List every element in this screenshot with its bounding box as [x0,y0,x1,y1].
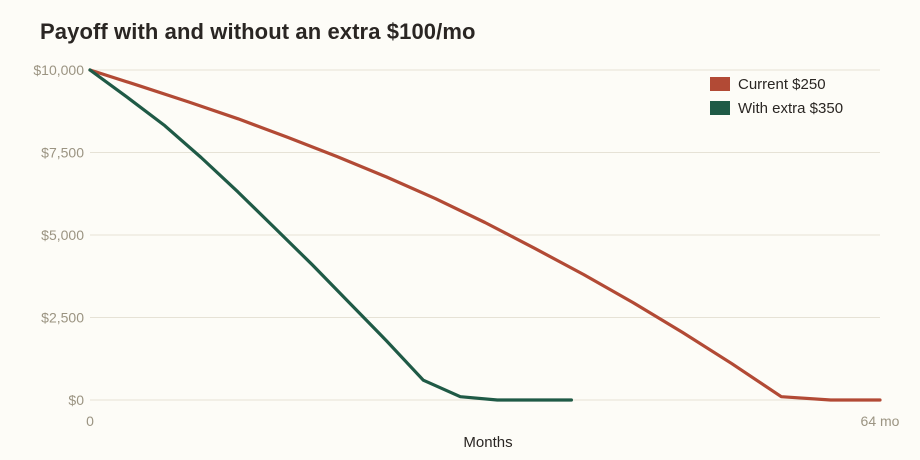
legend-label: Current $250 [738,76,826,93]
y-tick-label: $7,500 [41,145,84,161]
x-tick-label: 0 [86,413,94,429]
y-tick-label: $5,000 [41,227,84,243]
y-tick-label: $10,000 [33,62,84,78]
gridlines [90,69,880,401]
series-line-1 [88,68,882,402]
y-tick-label: $2,500 [41,310,84,326]
y-tick-label: $0 [68,392,84,408]
legend: Current $250 With extra $350 [710,76,843,117]
y-tick-labels: $0 $2,500 $5,000 $7,500 $10,000 [33,62,84,408]
x-tick-label: 64 mo [861,413,900,429]
legend-label: With extra $350 [738,100,843,117]
x-axis-title: Months [463,434,512,451]
x-tick-labels: 0 64 mo [86,413,900,429]
series-line-2 [88,68,574,402]
series-lines [88,68,882,402]
legend-swatch [710,77,730,91]
chart-title: Payoff with and without an extra $100/mo [40,19,476,44]
legend-swatch [710,101,730,115]
